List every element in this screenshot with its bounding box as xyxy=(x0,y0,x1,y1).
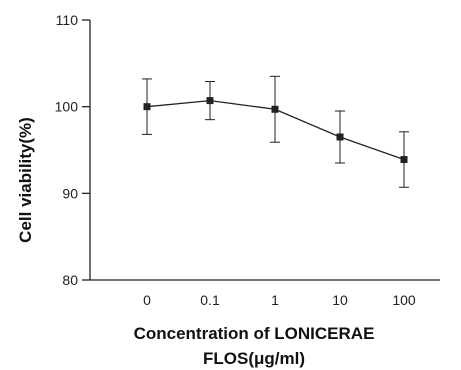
data-point-marker xyxy=(206,97,214,105)
y-tick-label: 100 xyxy=(55,99,79,115)
series xyxy=(143,97,408,164)
y-tick-label: 110 xyxy=(56,12,79,28)
error-bars xyxy=(142,75,409,188)
y-axis-title: Cell viability(%) xyxy=(16,117,35,243)
y-ticks: 80 90 100 110 xyxy=(55,12,90,288)
y-tick-label: 80 xyxy=(62,272,78,288)
x-ticks: 0 0.1 1 10 100 xyxy=(143,292,416,308)
data-point-marker xyxy=(400,156,408,164)
y-tick-label: 90 xyxy=(62,185,78,201)
data-point-marker xyxy=(336,133,344,141)
x-axis-title-line-1: Concentration of LONICERAE xyxy=(134,324,375,343)
data-point-marker xyxy=(143,103,151,111)
axes xyxy=(89,20,440,281)
data-point-marker xyxy=(271,105,279,113)
x-axis-title-line-2: FLOS(μg/ml) xyxy=(203,349,305,368)
x-tick-label: 0 xyxy=(143,292,151,308)
x-tick-label: 100 xyxy=(392,292,416,308)
x-tick-label: 1 xyxy=(271,292,279,308)
x-tick-label: 10 xyxy=(332,292,348,308)
x-tick-label: 0.1 xyxy=(200,292,220,308)
